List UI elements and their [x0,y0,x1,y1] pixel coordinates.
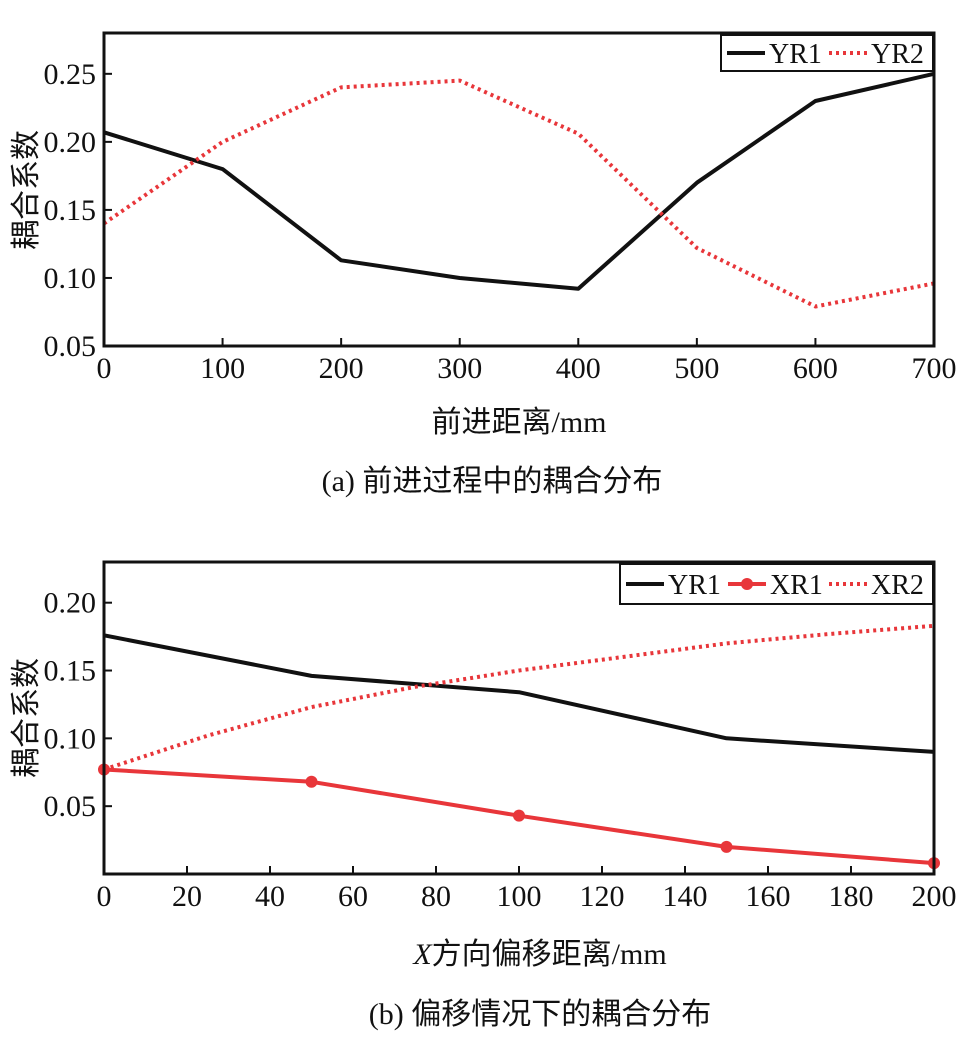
chart-a-legend: YR1 YR2 [720,34,934,72]
chart-b-series-xr1-point [720,840,733,853]
chart-b-series-xr2-line [103,623,935,772]
chart-b-legend-label-xr2: XR2 [871,570,924,601]
chart-b-legend-box [619,563,934,605]
chart-a-xtick-label: 200 [319,352,364,385]
chart-b-xtick-label: 200 [912,880,957,913]
chart-b-xtick-label: 120 [580,880,625,913]
chart-a-xtick-label: 400 [556,352,601,385]
chart-a-xtick-label: 600 [793,352,838,385]
chart-b-ylabel: 耦合系数 [10,658,43,778]
chart-a-ytick-label: 0.10 [44,262,97,295]
chart-b-xtick-label: 160 [746,880,791,913]
chart-a-xtick-label: 700 [912,352,957,385]
chart-a-caption: (a) 前进过程中的耦合分布 [322,465,663,498]
chart-a-xtick-label: 500 [674,352,719,385]
chart-b-xtick-label: 0 [97,880,112,913]
chart-b-xtick-label: 140 [663,880,708,913]
chart-b-xlabel-text: 方向偏移距离/mm [432,938,667,971]
chart-a-series-yr1-line [103,71,935,291]
chart-a-xtick-label: 300 [437,352,482,385]
chart-b-caption: (b) 偏移情况下的耦合分布 [369,998,711,1031]
chart-a-ytick-label: 0.05 [44,330,97,363]
chart-a-xtick-label: 100 [200,352,245,385]
chart-b-ytick-label: 0.05 [44,790,97,823]
chart-b-series-xr1-point [305,775,318,788]
chart-b-xtick-label: 100 [497,880,542,913]
chart-b-xtick-label: 20 [172,880,202,913]
chart-a-legend-label-yr1: YR1 [769,39,822,70]
chart-b-plot-frame [102,560,936,876]
chart-a-ytick-label: 0.20 [44,126,97,159]
chart-b: 0 20 40 60 80 100 120 140 160 180 200 0.05 0.10 0.15 0… [10,560,957,1031]
chart-a-ylabel: 耦合系数 [10,130,43,250]
chart-a-plot-frame [102,31,936,348]
chart-a-ytick-label: 0.25 [44,58,97,91]
chart-a-xtick-label: 0 [97,352,112,385]
chart-b-ytick-label: 0.20 [44,587,97,620]
chart-b-series-xr1-point [513,809,525,822]
chart-b-ytick-label: 0.10 [44,722,97,755]
chart-a: 0 100 200 300 400 500 600 700 0.05 0.10 0.15 0.20 0.… [10,31,957,498]
chart-b-ytick-label: 0.15 [44,655,97,688]
chart-b-xtick-label: 40 [255,880,285,913]
chart-a-series-yr2-line [102,78,935,309]
chart-b-xlabel: X方向偏移距离/mm [412,938,666,971]
chart-b-xtick-label: 180 [829,880,874,913]
chart-a-legend-label-yr2: YR2 [871,39,924,70]
chart-a-ytick-label: 0.15 [44,194,97,227]
chart-b-legend-marker-xr1 [741,578,753,590]
chart-b-legend-label-xr1: XR1 [770,570,823,601]
chart-b-xlabel-prefix: X [412,938,433,971]
chart-b-xtick-label: 60 [338,880,368,913]
chart-b-series-yr1-line [103,633,935,754]
chart-a-xlabel: 前进距离/mm [431,406,606,439]
chart-b-xtick-label: 80 [421,880,451,913]
chart-b-legend: YR1 XR1 XR2 [619,563,934,605]
chart-b-legend-label-yr1: YR1 [668,570,721,601]
